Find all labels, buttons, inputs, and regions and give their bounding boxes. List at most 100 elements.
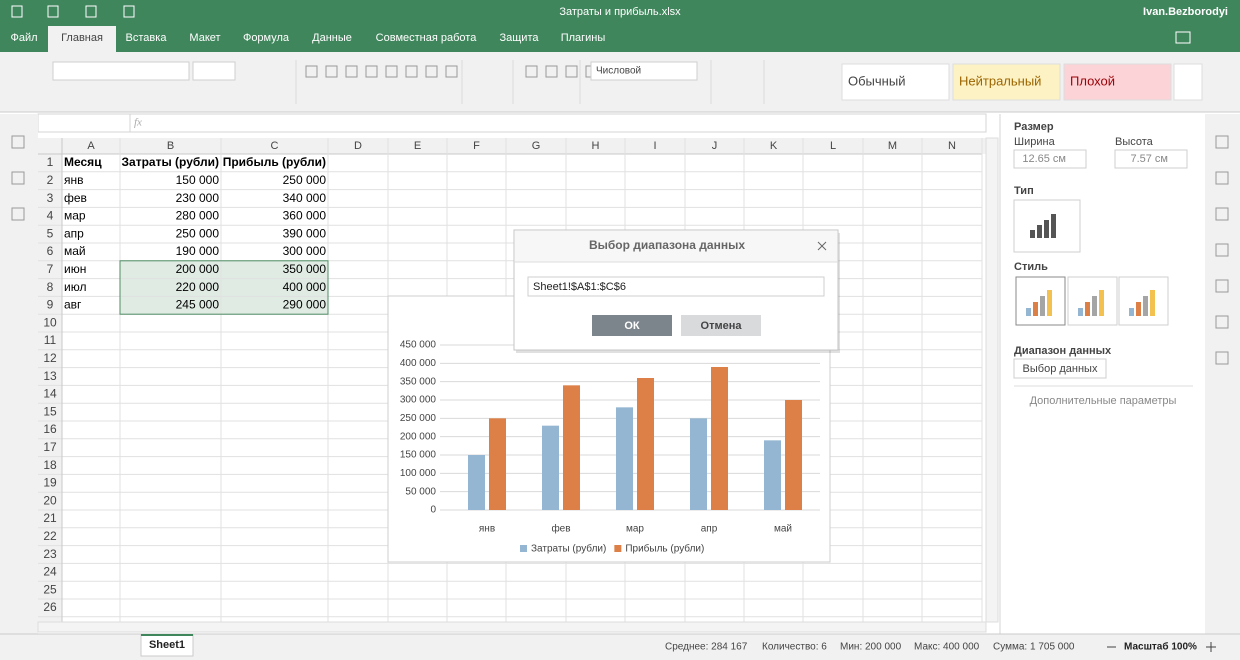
legend-label: Затраты (рубли) <box>531 543 606 555</box>
sheet-tab-label[interactable]: Sheet1 <box>149 639 185 651</box>
side-icon[interactable] <box>1215 315 1229 329</box>
style-icon-bar <box>1040 296 1045 316</box>
row-header: 12 <box>43 351 57 365</box>
status-item: Масштаб 100% <box>1124 641 1197 653</box>
cell: 250 000 <box>176 226 220 240</box>
side-icon[interactable] <box>1215 171 1229 185</box>
menu-tab[interactable]: Защита <box>500 32 540 44</box>
cancel-label[interactable]: Отмена <box>701 320 743 332</box>
status-item: Среднее: 284 167 <box>665 642 748 653</box>
side-icon[interactable] <box>1215 135 1229 149</box>
cancel-button[interactable] <box>681 315 761 336</box>
x-tick-label: фев <box>551 523 570 535</box>
row-header: 26 <box>43 600 57 614</box>
status-bar <box>0 634 1240 660</box>
column-header-bar <box>38 138 986 154</box>
toolbar-icon <box>11 5 23 18</box>
side-icon[interactable] <box>11 135 25 149</box>
cell: 400 000 <box>283 280 327 294</box>
dialog-header <box>515 231 837 262</box>
side-icon[interactable] <box>1215 351 1229 365</box>
width-input[interactable] <box>1013 149 1087 169</box>
style-icon-bar <box>1078 308 1083 316</box>
tool-icon <box>565 65 578 78</box>
column-header: A <box>87 140 95 152</box>
row-header: 23 <box>43 547 57 561</box>
cell: 340 000 <box>283 191 327 205</box>
menu-tab[interactable]: Макет <box>189 32 220 44</box>
cell-style[interactable] <box>1063 63 1172 101</box>
range-input[interactable] <box>527 276 825 297</box>
side-icon[interactable] <box>1215 207 1229 221</box>
selection-border <box>119 260 329 315</box>
panel-heading: Размер <box>1014 121 1054 133</box>
status-item: Сумма: 1 705 000 <box>993 642 1075 653</box>
tool-icon <box>545 65 558 78</box>
menu-tab[interactable]: Главная <box>61 32 103 44</box>
row-header: 22 <box>43 529 57 543</box>
x-tick-label: апр <box>701 524 718 535</box>
height-input[interactable] <box>1114 149 1188 169</box>
side-icon[interactable] <box>11 171 25 185</box>
select-data-button[interactable] <box>1013 358 1107 379</box>
cell: июл <box>64 280 86 294</box>
menu-tab[interactable]: Вставка <box>126 32 168 44</box>
style-icon-bar <box>1143 296 1148 316</box>
x-tick-label: май <box>774 524 792 535</box>
cell: авг <box>64 298 82 312</box>
legend-label: Прибыль (рубли) <box>625 543 704 555</box>
column-header: H <box>592 140 600 152</box>
cell: Прибыль (рубли) <box>223 155 326 169</box>
cell: Затраты (рубли) <box>122 155 219 169</box>
y-tick-label: 350 000 <box>400 376 437 387</box>
style-icon-bar <box>1099 290 1104 316</box>
type-icon-bar <box>1037 225 1042 238</box>
legend-swatch <box>614 545 622 552</box>
header-icon <box>1175 31 1191 44</box>
side-icon[interactable] <box>1215 243 1229 257</box>
menu-tab[interactable]: Совместная работа <box>376 32 478 44</box>
menu-tab[interactable]: Файл <box>10 32 37 44</box>
column-header: B <box>167 140 174 152</box>
side-icon[interactable] <box>1215 279 1229 293</box>
h-scrollbar <box>37 621 987 633</box>
tool-icon <box>405 65 418 78</box>
advanced-link[interactable]: Дополнительные параметры <box>1030 395 1177 407</box>
row-header: 11 <box>44 333 57 347</box>
cell-style[interactable] <box>841 63 950 101</box>
row-header: 9 <box>47 298 54 312</box>
selection <box>120 260 328 315</box>
cell: 200 000 <box>176 262 220 276</box>
number-format[interactable] <box>590 61 698 81</box>
tool-icon <box>345 65 358 78</box>
cell-style-text: Нейтральный <box>959 73 1041 88</box>
row-header: 24 <box>43 565 57 579</box>
ok-label[interactable]: ОК <box>624 320 640 332</box>
tool-icon <box>525 65 538 78</box>
cell: Месяц <box>64 155 102 169</box>
cell: 150 000 <box>176 173 220 187</box>
ok-button[interactable] <box>592 315 672 336</box>
menu-tab[interactable]: Плагины <box>561 32 606 44</box>
side-icon[interactable] <box>11 207 25 221</box>
row-header: 1 <box>47 155 54 169</box>
y-tick-label: 300 000 <box>400 395 437 406</box>
bar <box>616 407 633 510</box>
bar <box>637 378 654 510</box>
row-header: 21 <box>43 511 57 525</box>
panel-heading: Тип <box>1014 185 1034 197</box>
menu-tab[interactable]: Данные <box>312 32 352 44</box>
y-tick-label: 450 000 <box>400 340 437 351</box>
cell-style-text: Плохой <box>1070 73 1115 88</box>
tool-icon <box>365 65 378 78</box>
close-x <box>817 241 827 251</box>
tool-icon <box>325 65 338 78</box>
style-more[interactable] <box>1173 63 1203 101</box>
cell-style[interactable] <box>952 63 1061 101</box>
select-data-label[interactable]: Выбор данных <box>1023 363 1098 375</box>
status-item: Макс: 400 000 <box>914 642 980 653</box>
style-icon-bar <box>1033 302 1038 316</box>
menu-tab[interactable]: Формула <box>243 32 290 44</box>
